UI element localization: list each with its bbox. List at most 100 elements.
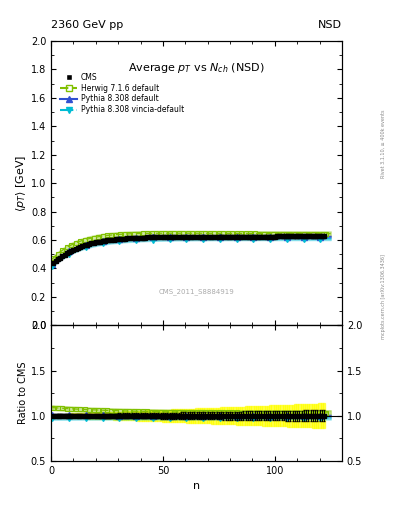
Bar (178, 409, 180, 422)
Text: mcplots.cern.ch [arXiv:1306.3436]: mcplots.cern.ch [arXiv:1306.3436] (381, 254, 386, 339)
Bar (227, 407, 229, 424)
Bar (274, 406, 276, 426)
Bar (57, 414, 59, 417)
Bar (149, 410, 151, 421)
Bar (110, 412, 113, 419)
Bar (108, 412, 110, 419)
Bar (312, 404, 314, 428)
Bar (258, 406, 260, 425)
Bar (130, 411, 133, 420)
Bar (124, 411, 126, 420)
Bar (128, 411, 130, 420)
Bar (218, 408, 220, 424)
Bar (269, 406, 272, 426)
Bar (95, 413, 97, 419)
Bar (86, 413, 88, 418)
Bar (146, 411, 149, 421)
Bar (287, 404, 289, 426)
Bar (318, 403, 321, 428)
Text: Average $p_T$ vs $N_{ch}$ (NSD): Average $p_T$ vs $N_{ch}$ (NSD) (128, 61, 265, 75)
Bar (289, 404, 292, 426)
Bar (278, 405, 280, 426)
Bar (323, 403, 325, 428)
Bar (99, 412, 101, 419)
X-axis label: n: n (193, 481, 200, 491)
Bar (151, 410, 153, 421)
Bar (215, 408, 218, 424)
Bar (267, 406, 269, 426)
Bar (191, 409, 193, 423)
Legend: CMS, Herwig 7.1.6 default, Pythia 8.308 default, Pythia 8.308 vincia-default: CMS, Herwig 7.1.6 default, Pythia 8.308 … (58, 70, 186, 117)
Bar (63, 414, 66, 418)
Bar (153, 410, 155, 421)
Bar (59, 414, 61, 417)
Y-axis label: $\langle p_T \rangle$ [GeV]: $\langle p_T \rangle$ [GeV] (14, 155, 28, 212)
Bar (175, 409, 178, 422)
Bar (224, 407, 227, 424)
Text: 2360 GeV pp: 2360 GeV pp (51, 19, 123, 30)
Bar (173, 409, 175, 422)
Text: NSD: NSD (318, 19, 342, 30)
Bar (72, 413, 75, 418)
Bar (298, 404, 301, 427)
Bar (81, 413, 84, 418)
Bar (160, 410, 162, 421)
Bar (209, 408, 211, 423)
Bar (180, 409, 182, 422)
Bar (142, 411, 144, 421)
Bar (251, 406, 253, 425)
Bar (79, 413, 81, 418)
Y-axis label: Ratio to CMS: Ratio to CMS (18, 362, 28, 424)
Bar (272, 406, 274, 426)
Bar (211, 408, 213, 423)
Bar (121, 412, 124, 420)
Bar (222, 408, 224, 424)
Bar (113, 412, 115, 419)
Bar (195, 409, 198, 423)
Bar (52, 414, 55, 417)
Bar (244, 407, 247, 425)
Bar (307, 404, 309, 428)
Bar (135, 411, 137, 420)
Bar (242, 407, 244, 425)
Bar (314, 403, 316, 428)
Bar (104, 412, 106, 419)
Bar (70, 414, 72, 418)
Bar (68, 414, 70, 418)
Bar (204, 408, 207, 423)
Bar (236, 407, 238, 424)
Bar (276, 405, 278, 426)
Bar (247, 407, 249, 425)
Bar (233, 407, 236, 424)
Bar (238, 407, 240, 424)
Bar (280, 405, 283, 426)
Bar (66, 414, 68, 418)
Bar (106, 412, 108, 419)
Bar (157, 410, 160, 421)
Bar (213, 408, 215, 423)
Bar (117, 412, 119, 420)
Text: Rivet 3.1.10, ≥ 400k events: Rivet 3.1.10, ≥ 400k events (381, 109, 386, 178)
Bar (97, 412, 99, 419)
Bar (229, 407, 231, 424)
Bar (75, 413, 77, 418)
Bar (207, 408, 209, 423)
Bar (301, 404, 303, 427)
Bar (171, 410, 173, 422)
Bar (189, 409, 191, 422)
Bar (126, 411, 128, 420)
Bar (253, 406, 256, 425)
Bar (166, 410, 169, 422)
Bar (133, 411, 135, 420)
Bar (305, 404, 307, 428)
Bar (140, 411, 142, 421)
Text: CMS_2011_S8884919: CMS_2011_S8884919 (159, 288, 234, 294)
Bar (169, 410, 171, 422)
Bar (119, 412, 121, 420)
Bar (186, 409, 189, 422)
Bar (193, 409, 195, 423)
Bar (182, 409, 184, 422)
Bar (155, 410, 157, 421)
Bar (144, 411, 146, 421)
Bar (198, 409, 200, 423)
